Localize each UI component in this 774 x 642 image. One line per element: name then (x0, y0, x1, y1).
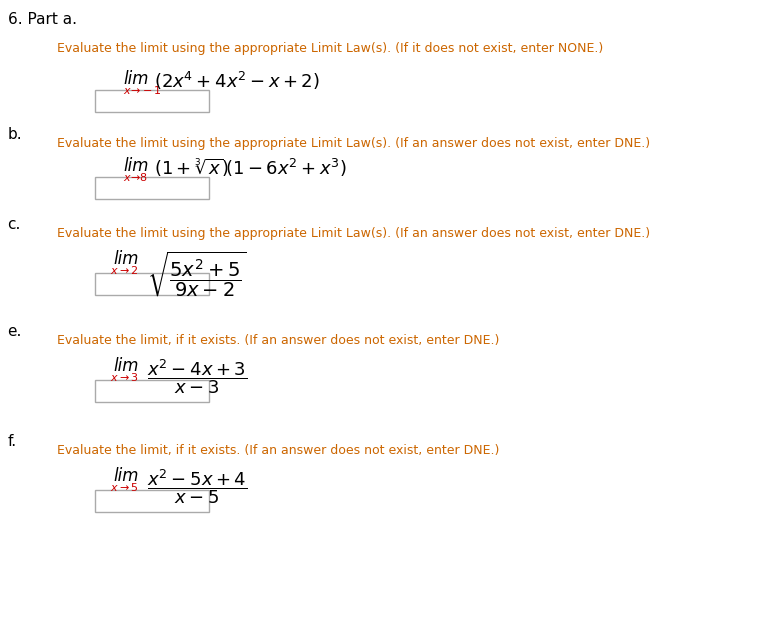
Text: Evaluate the limit, if it exists. (If an answer does not exist, enter DNE.): Evaluate the limit, if it exists. (If an… (57, 444, 499, 457)
FancyBboxPatch shape (95, 177, 209, 199)
FancyBboxPatch shape (95, 90, 209, 112)
Text: lim: lim (114, 467, 139, 485)
Text: Evaluate the limit using the appropriate Limit Law(s). (If an answer does not ex: Evaluate the limit using the appropriate… (57, 227, 650, 240)
Text: $x\!\rightarrow\!8$: $x\!\rightarrow\!8$ (123, 171, 149, 183)
Text: Evaluate the limit using the appropriate Limit Law(s). (If it does not exist, en: Evaluate the limit using the appropriate… (57, 42, 603, 55)
Text: $(2x^4 + 4x^2 - x + 2)$: $(2x^4 + 4x^2 - x + 2)$ (154, 70, 320, 92)
Text: lim: lim (123, 70, 149, 88)
Text: lim: lim (123, 157, 149, 175)
Text: $x \rightarrow 5$: $x \rightarrow 5$ (110, 481, 139, 493)
Text: $\dfrac{x^2 - 5x + 4}{x - 5}$: $\dfrac{x^2 - 5x + 4}{x - 5}$ (147, 467, 247, 506)
Text: lim: lim (114, 357, 139, 375)
Text: $x\!\rightarrow\!-1$: $x\!\rightarrow\!-1$ (123, 84, 162, 96)
Text: $\left(1 + \sqrt[3]{x}\right)\!\left(1 - 6x^2 + x^3\right)$: $\left(1 + \sqrt[3]{x}\right)\!\left(1 -… (154, 157, 347, 179)
Text: Evaluate the limit, if it exists. (If an answer does not exist, enter DNE.): Evaluate the limit, if it exists. (If an… (57, 334, 499, 347)
Text: $x \rightarrow 2$: $x \rightarrow 2$ (110, 264, 139, 276)
Text: c.: c. (8, 217, 21, 232)
Text: $x \rightarrow 3$: $x \rightarrow 3$ (110, 371, 139, 383)
Text: $\sqrt{\dfrac{5x^2 + 5}{9x - 2}}$: $\sqrt{\dfrac{5x^2 + 5}{9x - 2}}$ (147, 250, 247, 299)
FancyBboxPatch shape (95, 273, 209, 295)
Text: $\dfrac{x^2 - 4x + 3}{x - 3}$: $\dfrac{x^2 - 4x + 3}{x - 3}$ (147, 357, 247, 395)
Text: f.: f. (8, 434, 17, 449)
FancyBboxPatch shape (95, 380, 209, 402)
Text: 6. Part a.: 6. Part a. (8, 12, 77, 27)
Text: e.: e. (8, 324, 22, 339)
Text: lim: lim (114, 250, 139, 268)
FancyBboxPatch shape (95, 490, 209, 512)
Text: Evaluate the limit using the appropriate Limit Law(s). (If an answer does not ex: Evaluate the limit using the appropriate… (57, 137, 650, 150)
Text: b.: b. (8, 127, 22, 142)
